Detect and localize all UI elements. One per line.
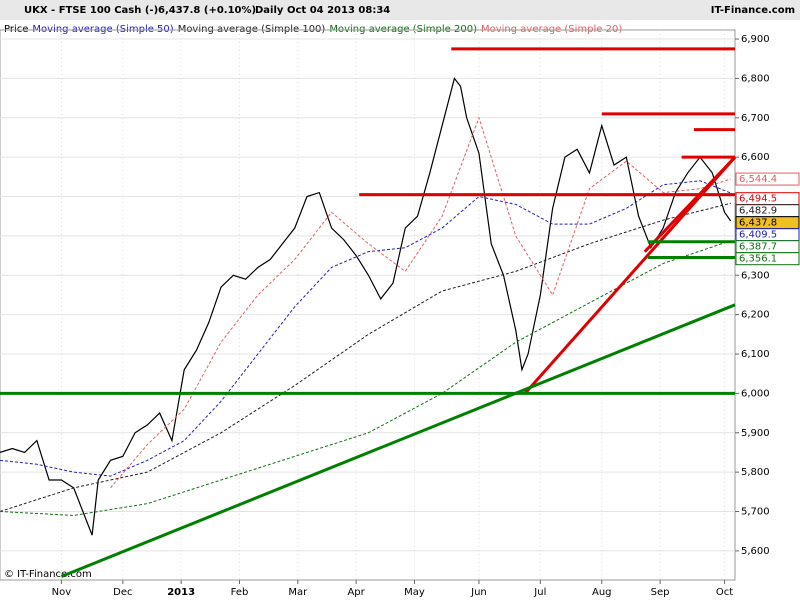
y-tick-label: 6,200 xyxy=(741,310,770,321)
price-label-text: 6,544.4 xyxy=(739,174,777,185)
y-tick-label: 5,700 xyxy=(741,506,770,517)
x-tick-label: Dec xyxy=(113,587,132,598)
y-tick-label: 6,000 xyxy=(741,388,770,399)
price-label: 6,437.8 xyxy=(735,216,800,230)
timestamp: Oct 04 2013 08:34 xyxy=(287,5,390,16)
x-tick-label: Jul xyxy=(533,587,546,598)
price-label: 6,544.4 xyxy=(735,172,800,186)
series-line xyxy=(0,180,731,477)
y-tick-label: 6,300 xyxy=(741,270,770,281)
price-label-text: 6,437.8 xyxy=(739,218,777,229)
x-tick-label: Mar xyxy=(288,587,308,598)
price-label-box xyxy=(735,252,800,266)
trend-line xyxy=(523,156,737,395)
y-tick-label: 6,700 xyxy=(741,113,770,124)
series-line xyxy=(0,202,731,512)
y-tick-label: 5,800 xyxy=(741,467,770,478)
price-label: 6,494.5 xyxy=(735,192,800,206)
y-tick-label: 5,600 xyxy=(741,546,770,557)
x-tick-label: Feb xyxy=(231,587,249,598)
y-tick-label: 6,900 xyxy=(741,34,770,45)
y-tick-label: 6,100 xyxy=(741,349,770,360)
y-tick-label: 6,800 xyxy=(741,73,770,84)
x-tick-label: 2013 xyxy=(167,587,195,598)
price-label: 6,387.7 xyxy=(735,240,800,254)
header-bar xyxy=(0,0,800,20)
series-line xyxy=(0,77,732,536)
period: Daily xyxy=(255,5,284,16)
price-label: 6,409.5 xyxy=(735,228,800,242)
x-tick-label: Aug xyxy=(592,587,612,598)
price-label-text: 6,409.5 xyxy=(739,230,777,241)
x-tick-label: Jun xyxy=(470,587,487,598)
price-label-text: 6,494.5 xyxy=(739,194,777,205)
y-tick-label: 6,600 xyxy=(741,152,770,163)
x-tick-label: Apr xyxy=(347,587,365,598)
brand: IT-Finance.com xyxy=(711,5,795,16)
trend-line xyxy=(643,156,737,253)
trend-line xyxy=(60,303,736,578)
x-tick-label: Oct xyxy=(716,587,733,598)
price-label-text: 6,387.7 xyxy=(739,242,777,253)
y-tick-label: 5,900 xyxy=(741,428,770,439)
x-tick-label: Sep xyxy=(651,587,670,598)
price-label-box xyxy=(735,172,800,186)
x-tick-label: May xyxy=(404,587,425,598)
series-line xyxy=(0,240,731,516)
price-label: 6,482.9 xyxy=(735,204,800,218)
x-tick-label: Nov xyxy=(52,587,72,598)
series-line xyxy=(110,116,731,489)
price-label-text: 6,482.9 xyxy=(739,206,777,217)
price-label: 6,356.1 xyxy=(735,252,800,266)
quote: 6,437.8 (+0.10%) xyxy=(158,5,256,16)
copyright: © IT-Finance.com xyxy=(4,569,92,580)
symbol: UKX - FTSE 100 Cash (-) xyxy=(24,5,158,16)
price-label-text: 6,356.1 xyxy=(739,254,777,265)
